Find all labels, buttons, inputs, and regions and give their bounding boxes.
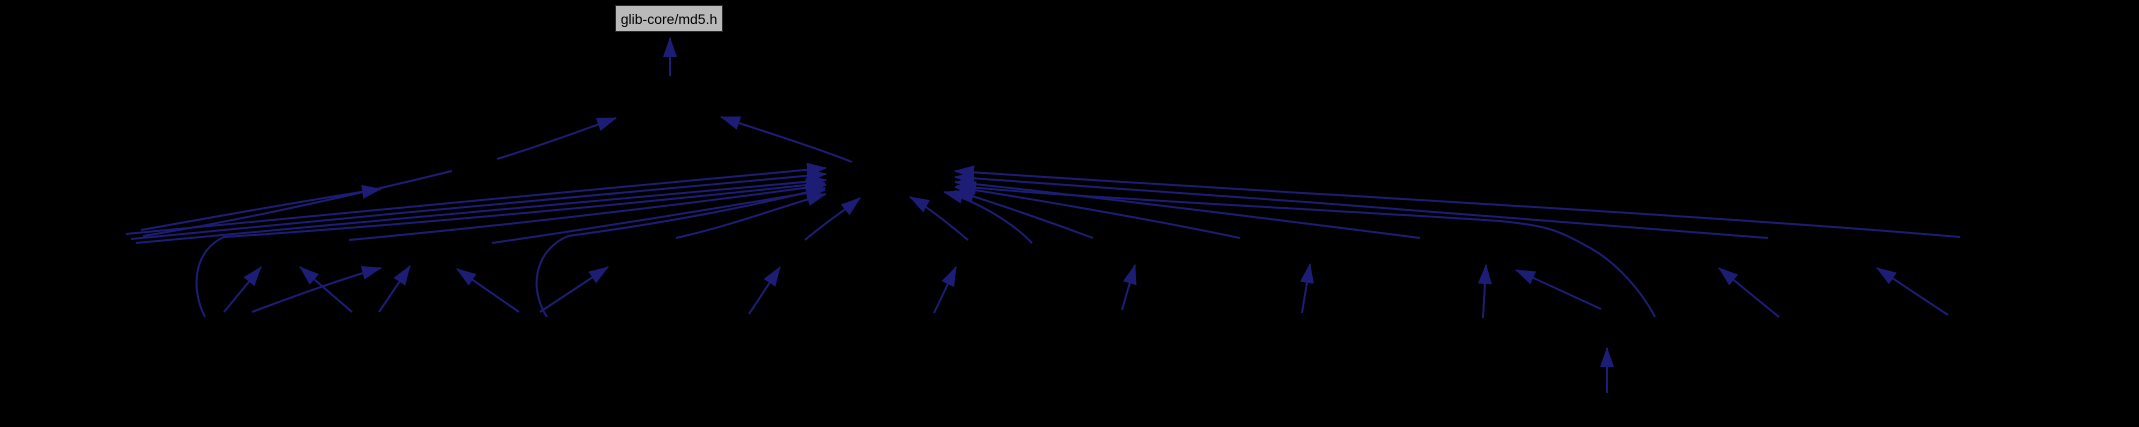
- graph-edges: [125, 37, 1961, 393]
- graph-edge: [909, 196, 969, 241]
- graph-edge: [954, 182, 1241, 239]
- graph-edge: [140, 184, 382, 231]
- graph-edge: [954, 171, 1769, 239]
- graph-edge: [491, 186, 826, 244]
- graph-edge: [378, 265, 411, 313]
- graph-edge: [1718, 267, 1780, 318]
- graph-edge: [954, 165, 1961, 238]
- graph-edge: [943, 189, 1033, 244]
- graph-edge: [804, 197, 861, 241]
- graph-edge: [130, 168, 827, 240]
- graph-edge: [456, 268, 520, 313]
- graph-edge: [135, 174, 827, 244]
- graph-edge: [720, 116, 853, 163]
- graph-edge: [1121, 264, 1137, 311]
- graph-edge: [954, 177, 1421, 239]
- graph-edge: [539, 266, 609, 313]
- graph-edge: [299, 266, 353, 313]
- graph-edge: [348, 180, 827, 241]
- graph-edge: [125, 162, 827, 235]
- graph-edge: [535, 185, 826, 318]
- graph-edge: [1515, 269, 1602, 310]
- graph-edge: [933, 266, 957, 314]
- graph-edge: [1876, 267, 1949, 316]
- graph-edge: [1300, 263, 1314, 314]
- graph-edge: [251, 265, 382, 313]
- graph-node-glib-core-md5-h[interactable]: glib-core/md5.h: [615, 5, 723, 32]
- graph-edge: [496, 117, 617, 160]
- graph-edge: [956, 180, 1656, 318]
- graph-edge: [1477, 264, 1492, 319]
- graph-edge: [195, 178, 826, 318]
- graph-edge: [748, 266, 781, 315]
- graph-edge: [223, 266, 262, 313]
- graph-edge: [954, 189, 1094, 239]
